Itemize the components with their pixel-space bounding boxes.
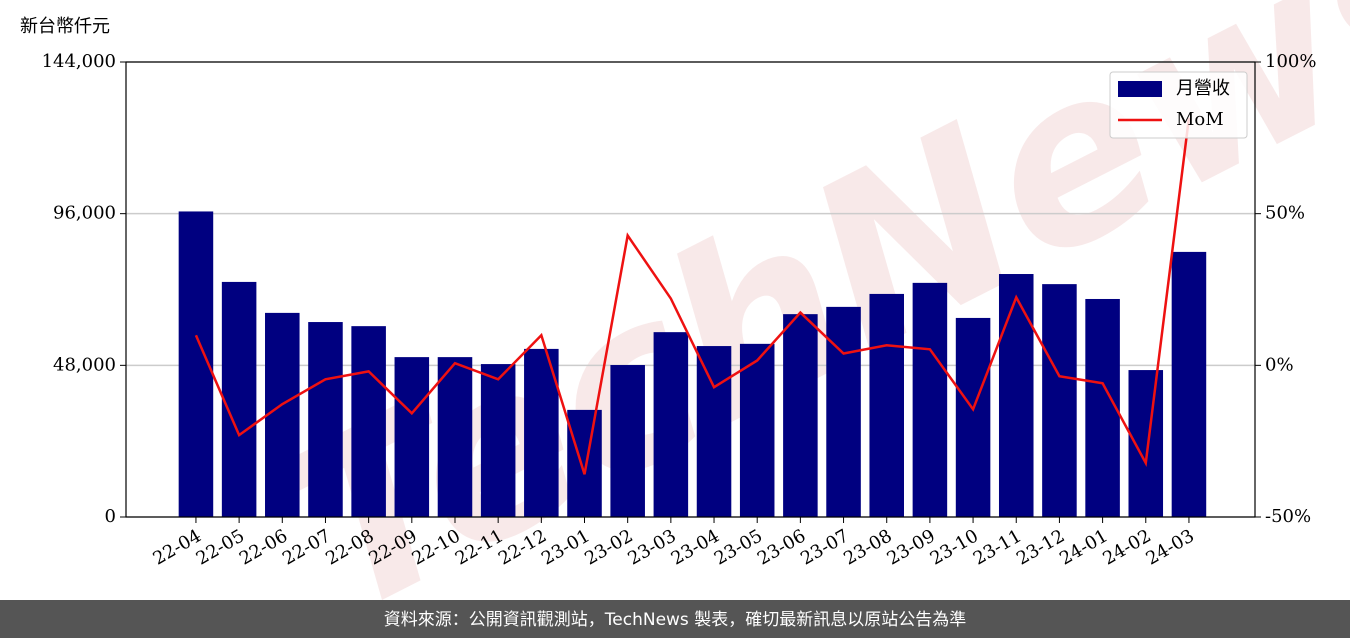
bar [1171, 251, 1207, 518]
y2-tick-label: 0% [1265, 354, 1294, 375]
bar [524, 348, 559, 517]
bar [998, 274, 1034, 517]
x-tick-label: 22-06 [236, 525, 291, 569]
x-tick-label: 23-08 [840, 525, 895, 569]
y2-tick-label: 50% [1265, 203, 1305, 224]
bar [610, 365, 645, 517]
y-tick-label: 96,000 [53, 203, 116, 224]
y-tick-label: 0 [105, 506, 116, 527]
bar [480, 364, 516, 517]
bar [955, 317, 991, 517]
bar [567, 409, 602, 517]
bar [437, 357, 473, 517]
bar [869, 293, 904, 517]
y-axis-label: 新台幣仟元 [20, 16, 110, 37]
line [194, 117, 1191, 475]
x-tick-label: 23-04 [668, 525, 723, 569]
x-tick-label: 23-11 [970, 525, 1025, 569]
bar [783, 314, 818, 517]
x-tick-label: 23-07 [797, 525, 852, 569]
bar [912, 282, 948, 517]
bar [265, 312, 300, 517]
bar [221, 281, 257, 517]
bar [1085, 298, 1120, 517]
y2-tick-label: 100% [1265, 51, 1316, 72]
bar [308, 322, 343, 517]
bar [739, 343, 775, 517]
x-tick-label: 24-01 [1056, 525, 1111, 569]
x-tick-label: 24-02 [1099, 525, 1154, 569]
bar [394, 357, 430, 517]
x-tick-label: 23-05 [711, 525, 766, 569]
bar [826, 306, 861, 517]
footer-bar [0, 600, 1350, 638]
x-tick-label: 23-10 [927, 525, 982, 569]
footer: 資料來源：公開資訊觀測站，TechNews 製表，確切最新訊息以原站公告為準 [384, 610, 966, 630]
y2-tick-label: -50% [1265, 506, 1311, 527]
legend-label: MoM [1176, 109, 1224, 130]
y-tick-label: 48,000 [53, 354, 116, 375]
x-tick-label: 23-09 [883, 525, 938, 569]
legend-label: 月營收 [1176, 78, 1230, 99]
bar [653, 332, 689, 517]
x-tick-label: 23-06 [754, 525, 809, 569]
bar [351, 326, 386, 517]
plot-frame [125, 61, 1256, 518]
x-tick-label: 23-12 [1013, 525, 1068, 569]
bar [1042, 284, 1077, 517]
bar [696, 346, 732, 517]
x-tick-label: 22-05 [193, 525, 248, 569]
x-tick-label: 22-04 [150, 525, 205, 569]
legend-swatch [1118, 81, 1162, 97]
x-tick-label: 24-03 [1143, 525, 1198, 569]
y-tick-label: 144,000 [42, 51, 116, 72]
bar [1128, 370, 1164, 517]
